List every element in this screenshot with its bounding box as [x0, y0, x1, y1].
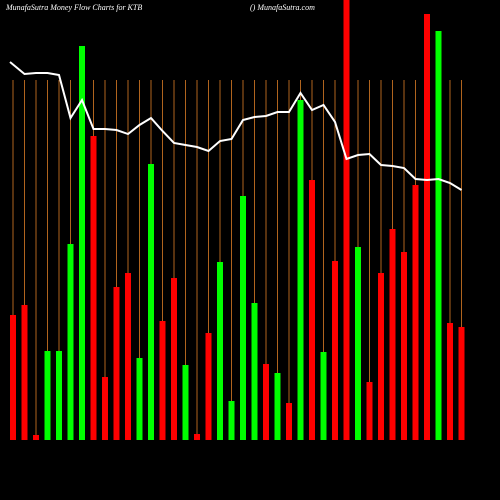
bar	[228, 401, 235, 440]
bar	[90, 136, 97, 440]
bar	[113, 287, 120, 440]
bar	[125, 273, 131, 440]
bar	[286, 403, 292, 440]
bar	[447, 323, 453, 440]
bar	[332, 261, 338, 440]
bar	[148, 164, 154, 440]
chart-title: MunafaSutra Money Flow Charts for KTB	[5, 3, 142, 12]
bar	[366, 382, 373, 440]
money-flow-line	[9, 61, 463, 191]
bar	[263, 364, 269, 440]
bar	[389, 229, 396, 440]
bar	[378, 273, 384, 440]
chart-subtitle: () MunafaSutra.com	[250, 3, 315, 12]
bar	[10, 315, 16, 440]
bar	[274, 373, 281, 440]
bar	[297, 100, 304, 440]
bar	[217, 262, 223, 440]
bar	[205, 333, 212, 440]
bar	[102, 377, 108, 440]
bar	[159, 321, 166, 440]
bar	[424, 14, 430, 440]
bar	[251, 303, 258, 440]
bar	[240, 196, 246, 440]
bar	[320, 352, 327, 440]
bar	[79, 46, 85, 440]
bar	[182, 365, 189, 440]
bar	[136, 358, 143, 440]
bar	[194, 434, 200, 440]
bar	[44, 351, 51, 440]
bar	[21, 305, 28, 440]
bar	[355, 247, 361, 440]
bar	[309, 180, 315, 440]
bar	[56, 351, 62, 440]
bar	[171, 278, 177, 440]
bar	[343, 0, 350, 440]
bar	[67, 244, 74, 440]
bar	[435, 31, 442, 440]
bar	[412, 185, 419, 440]
bar	[458, 327, 465, 440]
bar	[33, 435, 39, 440]
bar	[401, 252, 407, 440]
